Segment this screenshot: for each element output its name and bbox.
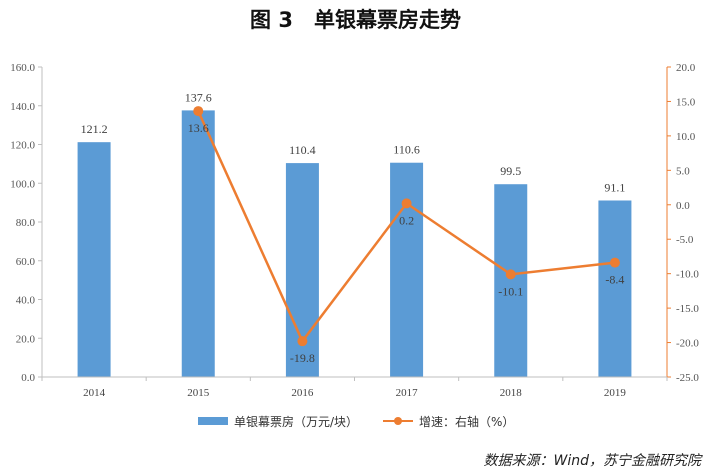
bar — [390, 162, 424, 377]
x-tick-label: 2016 — [291, 387, 314, 399]
y-tick-label-left: 140.0 — [10, 101, 35, 113]
line-data-label: -10.1 — [498, 284, 523, 298]
growth-point — [609, 257, 620, 268]
y-tick-label-left: 60.0 — [16, 256, 36, 268]
line-data-label: -8.4 — [605, 273, 624, 287]
line-data-label: 13.6 — [188, 121, 209, 135]
bar-data-label: 110.6 — [393, 143, 420, 157]
y-tick-label-right: -10.0 — [676, 269, 699, 281]
y-tick-label-right: 20.0 — [676, 62, 696, 74]
growth-point — [193, 106, 204, 117]
legend-line-label: 增速：右轴（%） — [419, 414, 514, 429]
axes-group: 0.0 20.0 40.0 60.0 80.0 100.0 120.0 140.0 160.0 -… — [10, 62, 699, 399]
bar-data-label: 121.2 — [81, 122, 108, 136]
y-tick-label-left: 40.0 — [16, 295, 36, 307]
data-labels-group: 121.2 137.6 110.4 110.6 99.5 91.1 13.6 -19.8 0.2… — [81, 90, 626, 365]
bars-group — [77, 110, 632, 378]
bar — [494, 184, 528, 377]
bar — [181, 110, 215, 378]
growth-line-group — [193, 106, 620, 347]
growth-point — [297, 336, 308, 347]
y-tick-label-right: 10.0 — [676, 131, 696, 143]
y-tick-label-left: 0.0 — [21, 372, 35, 384]
growth-point — [505, 269, 516, 280]
y-tick-label-right: -20.0 — [676, 338, 699, 350]
bar — [598, 200, 632, 377]
chart-title: 图 3 单银幕票房走势 — [250, 8, 461, 32]
growth-point — [401, 198, 412, 209]
legend: 单银幕票房（万元/块） 增速：右轴（%） — [198, 414, 514, 429]
line-data-label: -19.8 — [290, 351, 315, 365]
y-tick-label-right: -25.0 — [676, 372, 699, 384]
legend-bar-swatch — [198, 417, 228, 425]
bar-data-label: 110.4 — [289, 143, 316, 157]
y-tick-label-right: 15.0 — [676, 96, 696, 108]
y-tick-label-left: 80.0 — [16, 217, 36, 229]
bar — [77, 142, 111, 377]
line-data-label: 0.2 — [399, 213, 414, 227]
y-tick-label-right: 0.0 — [676, 200, 690, 212]
x-tick-label: 2014 — [83, 387, 106, 399]
legend-line-marker — [394, 417, 402, 425]
y-tick-label-right: -5.0 — [676, 234, 694, 246]
y-tick-label-right: -15.0 — [676, 303, 699, 315]
y-tick-label-left: 120.0 — [10, 140, 35, 152]
legend-bar-label: 单银幕票房（万元/块） — [234, 414, 358, 429]
bar-data-label: 91.1 — [604, 180, 625, 194]
y-tick-label-left: 160.0 — [10, 62, 35, 74]
y-tick-label-right: 5.0 — [676, 165, 690, 177]
y-tick-label-left: 100.0 — [10, 178, 35, 190]
y-tick-label-left: 20.0 — [16, 333, 36, 345]
bar-data-label: 137.6 — [185, 90, 212, 104]
x-tick-label: 2017 — [396, 387, 419, 399]
source-note: 数据来源：Wind，苏宁金融研究院 — [483, 453, 702, 469]
x-tick-label: 2015 — [187, 387, 210, 399]
x-tick-label: 2018 — [500, 387, 523, 399]
bar-data-label: 99.5 — [500, 164, 521, 178]
x-tick-label: 2019 — [604, 387, 627, 399]
